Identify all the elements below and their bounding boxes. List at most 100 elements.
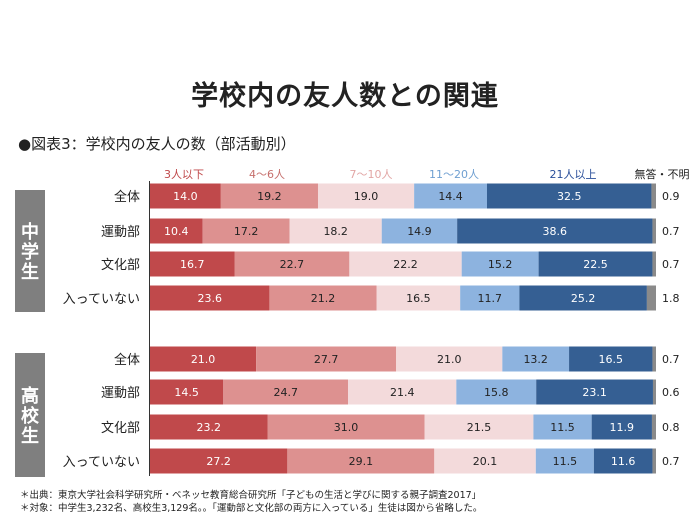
bar-segment xyxy=(150,218,203,244)
bar-segment xyxy=(652,379,656,405)
group-label-char: 中 xyxy=(21,221,39,243)
legend-item-5: 21人以上 xyxy=(550,168,597,181)
data-label-unknown: 0.7 xyxy=(662,353,680,366)
row-label: 全体 xyxy=(114,189,140,205)
data-label-unknown: 0.9 xyxy=(662,190,680,203)
bar-segment xyxy=(538,251,653,277)
bar-segment xyxy=(591,414,652,440)
data-label: 29.1 xyxy=(349,455,374,468)
bar-segment xyxy=(150,346,257,372)
bar-segment xyxy=(376,285,461,311)
group-label-char: 学 xyxy=(21,241,39,263)
bar-segment xyxy=(535,448,594,474)
data-label: 21.0 xyxy=(437,353,462,366)
bar-segment xyxy=(234,251,350,277)
bar-segment xyxy=(414,183,487,209)
bar-segment xyxy=(434,448,536,474)
data-label: 18.2 xyxy=(323,225,348,238)
data-label: 17.2 xyxy=(234,225,259,238)
row-label: 全体 xyxy=(114,352,140,368)
bar-segment xyxy=(202,218,290,244)
data-label: 11.6 xyxy=(611,455,636,468)
group-label-char: 生 xyxy=(21,261,39,283)
data-label: 15.8 xyxy=(484,386,509,399)
data-label: 23.2 xyxy=(197,421,222,434)
data-label: 11.7 xyxy=(478,292,503,305)
bar-segment xyxy=(267,414,425,440)
data-label: 19.0 xyxy=(354,190,379,203)
data-label: 16.7 xyxy=(180,258,205,271)
bar-segment xyxy=(456,379,537,405)
data-label: 25.2 xyxy=(571,292,596,305)
group-label-char: 生 xyxy=(21,425,39,447)
bar-segment xyxy=(287,448,435,474)
row-label: 運動部 xyxy=(101,386,140,401)
group-label-char: 校 xyxy=(21,405,40,427)
data-label: 14.4 xyxy=(438,190,463,203)
data-label: 22.7 xyxy=(280,258,305,271)
legend-item-2: 4〜6人 xyxy=(249,168,285,181)
bar-segment xyxy=(150,448,288,474)
bar-segment xyxy=(457,218,653,244)
data-label-unknown: 1.8 xyxy=(662,292,680,305)
row-label: 入っていない xyxy=(63,455,140,470)
page-title: 学校内の友人数との関連 xyxy=(191,81,499,112)
bar-segment xyxy=(652,251,656,277)
bar-segment xyxy=(593,448,653,474)
data-label: 38.6 xyxy=(543,225,568,238)
bar-segment xyxy=(461,251,539,277)
bar-segment xyxy=(651,183,656,209)
bar-segment xyxy=(502,346,570,372)
data-label-unknown: 0.7 xyxy=(662,225,680,238)
data-label: 22.5 xyxy=(583,258,608,271)
data-label: 16.5 xyxy=(599,353,624,366)
bar-segment xyxy=(150,183,221,209)
target-note: ＊対象：中学生3,232名、高校生3,129名。。「運動部と文化部の両方に入って… xyxy=(20,503,483,514)
group-box-2 xyxy=(15,353,45,477)
data-label-unknown: 0.6 xyxy=(662,386,680,399)
bar-segment xyxy=(348,379,457,405)
bar-segment xyxy=(536,379,653,405)
data-label-unknown: 0.7 xyxy=(662,455,680,468)
bar-segment xyxy=(150,379,224,405)
legend-item-3: 7〜10人 xyxy=(350,168,393,181)
data-label: 23.1 xyxy=(582,386,607,399)
bar-segment xyxy=(651,414,656,440)
data-label: 27.2 xyxy=(206,455,231,468)
row-label: 入っていない xyxy=(63,292,140,307)
data-label: 11.5 xyxy=(550,421,575,434)
row-label: 運動部 xyxy=(101,225,140,240)
data-label: 21.5 xyxy=(467,421,492,434)
data-label: 32.5 xyxy=(557,190,582,203)
group-label-char: 高 xyxy=(21,385,39,407)
bar-segment xyxy=(533,414,592,440)
legend-item-4: 11〜20人 xyxy=(429,168,479,181)
data-label: 11.9 xyxy=(610,421,635,434)
data-label: 24.7 xyxy=(273,386,298,399)
bar-segment xyxy=(349,251,462,277)
bar-segment xyxy=(269,285,377,311)
data-label: 21.4 xyxy=(390,386,415,399)
data-label: 21.0 xyxy=(191,353,216,366)
bar-segment xyxy=(652,448,656,474)
data-label-unknown: 0.7 xyxy=(662,258,680,271)
bar-segment xyxy=(424,414,534,440)
data-label: 21.2 xyxy=(311,292,336,305)
bar-segment xyxy=(223,379,349,405)
data-label: 10.4 xyxy=(164,225,189,238)
bar-segment xyxy=(317,183,415,209)
data-label: 19.2 xyxy=(257,190,282,203)
bar-segment xyxy=(289,218,382,244)
data-label: 23.6 xyxy=(197,292,222,305)
data-label-unknown: 0.8 xyxy=(662,421,680,434)
data-label: 11.5 xyxy=(553,455,578,468)
bar-segment xyxy=(519,285,647,311)
data-label: 31.0 xyxy=(334,421,359,434)
data-label: 22.2 xyxy=(393,258,418,271)
legend-item-6: 無答・不明 xyxy=(635,167,690,181)
bar-segment xyxy=(646,285,656,311)
data-label: 15.2 xyxy=(488,258,513,271)
bar-segment xyxy=(569,346,653,372)
bar-segment xyxy=(652,346,656,372)
